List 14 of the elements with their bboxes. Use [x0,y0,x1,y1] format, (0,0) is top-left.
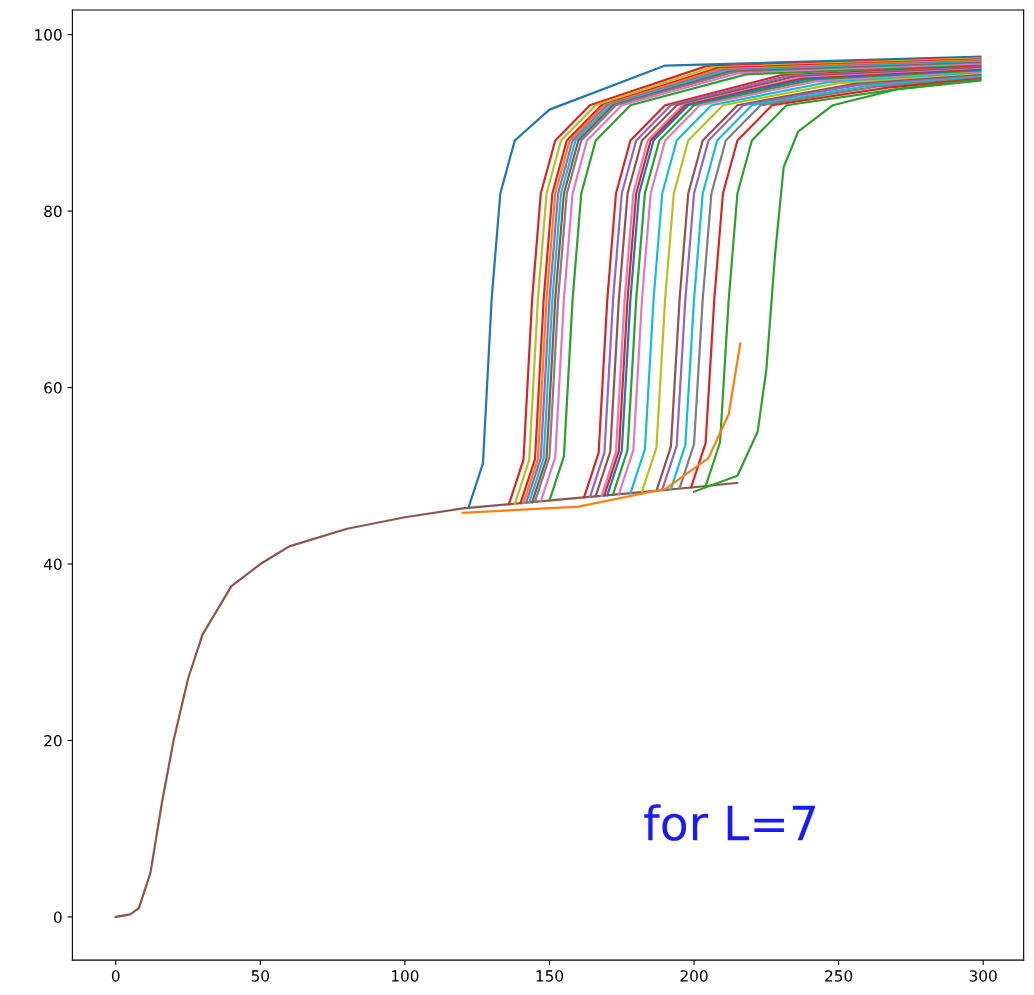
x-tick-label: 150 [536,970,564,982]
y-tick-label: 80 [44,205,62,218]
y-tick-label: 20 [44,734,62,747]
x-tick-label: 250 [825,970,853,982]
x-tick-label: 50 [251,970,270,982]
annotation: for L=7 [644,804,815,841]
y-tick-label: 40 [43,558,62,571]
y-tick-label: 100 [35,29,62,41]
x-tick-label: 300 [969,970,997,982]
x-tick-label: 100 [391,970,419,982]
y-tick-label: 0 [53,911,62,923]
x-tick-label: 200 [680,970,708,982]
x-tick-label: 0 [111,970,120,982]
y-tick-label: 60 [44,382,62,394]
